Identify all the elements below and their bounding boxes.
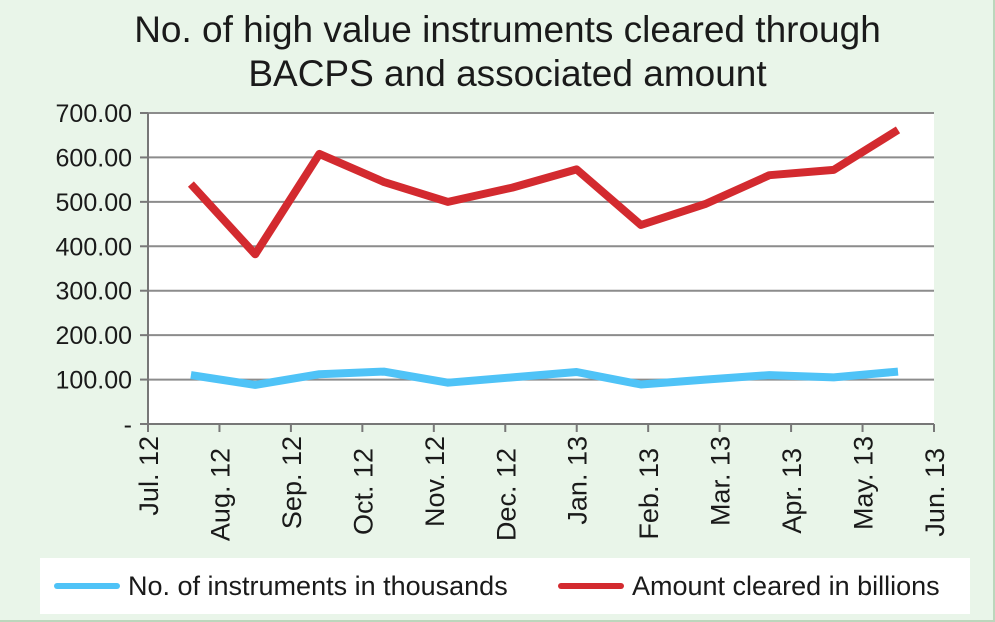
series-line-instruments — [190, 367, 899, 389]
legend-item-amount: Amount cleared in billions — [558, 558, 940, 614]
y-tick-label: 400.00 — [56, 233, 132, 261]
series-line-amount — [187, 126, 901, 259]
legend-swatch-instruments — [54, 583, 120, 589]
x-tick-label: Dec. 12 — [491, 448, 521, 541]
y-tick-label: 200.00 — [56, 322, 132, 350]
x-tick-label: Apr. 13 — [777, 448, 807, 534]
x-tick-label: Sep. 12 — [277, 436, 307, 529]
y-tick-label: 500.00 — [56, 189, 132, 217]
y-tick-label: 300.00 — [56, 278, 132, 306]
x-tick-label: Aug. 12 — [205, 448, 235, 541]
legend-item-instruments: No. of instruments in thousands — [54, 558, 508, 614]
y-tick-label: 700.00 — [56, 100, 132, 128]
x-tick-label: Oct. 12 — [348, 448, 378, 535]
x-tick-label: Jul. 12 — [134, 436, 164, 516]
x-tick-label: Jan. 13 — [563, 436, 593, 525]
x-tick-label: Jun. 13 — [920, 448, 950, 537]
y-tick-label: 600.00 — [56, 144, 132, 172]
x-tick-label: Mar. 13 — [706, 436, 736, 526]
legend-label-instruments: No. of instruments in thousands — [128, 570, 508, 601]
chart-title: No. of high value instruments cleared th… — [134, 9, 881, 94]
legend: No. of instruments in thousands Amount c… — [40, 558, 970, 614]
y-tick-label: 100.00 — [56, 367, 132, 395]
legend-swatch-amount — [558, 583, 624, 589]
y-tick-label: - — [124, 411, 132, 439]
legend-label-amount: Amount cleared in billions — [632, 570, 940, 601]
x-tick-label: Nov. 12 — [420, 436, 450, 527]
x-tick-label: May. 13 — [849, 436, 879, 530]
x-tick-label: Feb. 13 — [634, 448, 664, 540]
